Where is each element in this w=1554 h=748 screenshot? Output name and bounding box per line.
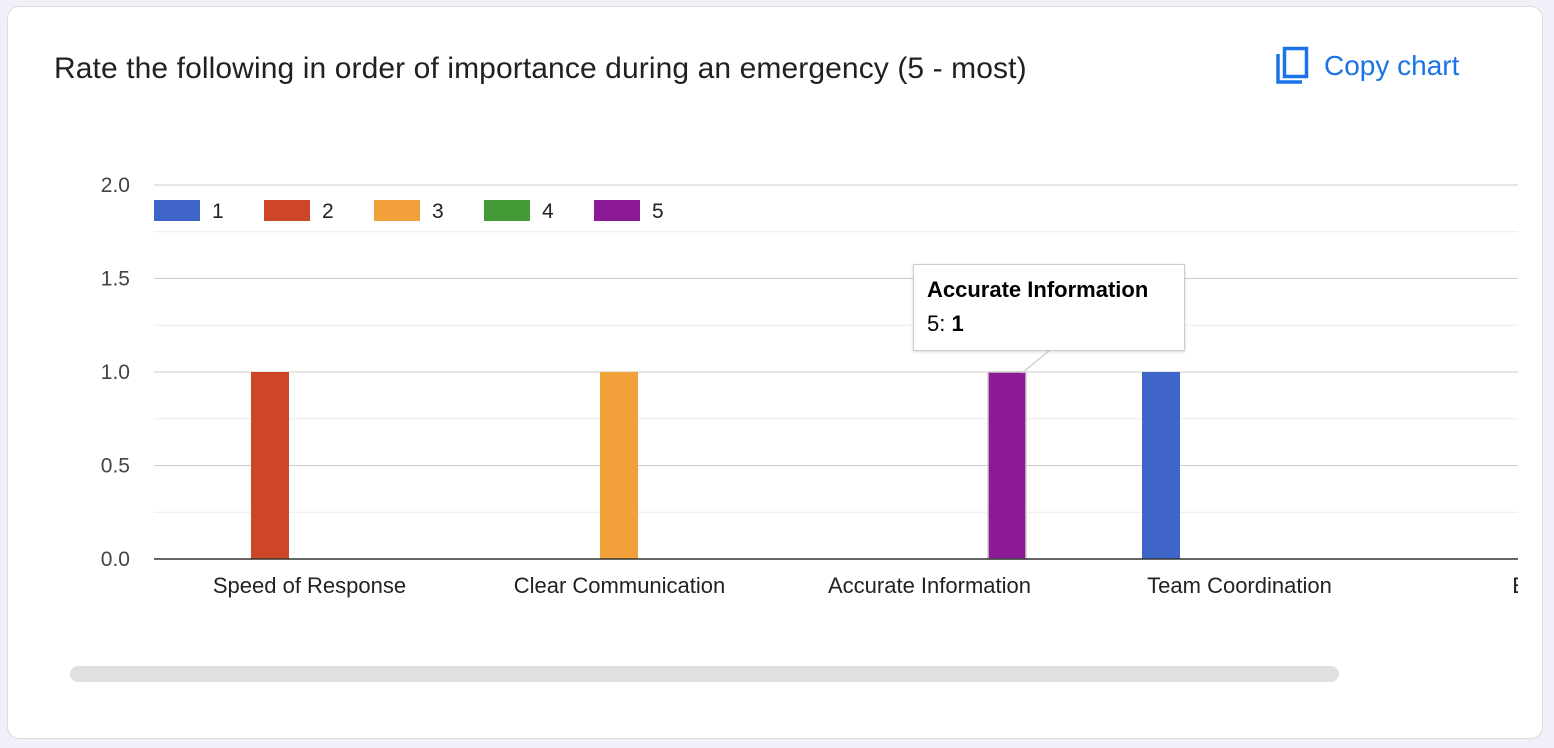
bar [987,371,1027,560]
x-tick-label: Team Coordination [1147,573,1332,598]
y-tick-label: 0.5 [101,455,130,478]
copy-chart-button[interactable]: Copy chart [1274,44,1459,88]
chart-tooltip: Accurate Information 5: 1 [913,264,1185,351]
x-tick-label: Accurate Information [828,573,1031,598]
y-tick-label: 2.0 [101,174,130,197]
legend-label: 3 [432,200,444,223]
y-tick-label: 0.0 [101,548,130,571]
legend-swatch [594,200,640,221]
x-tick-label: Equipm [1512,573,1554,598]
x-tick-label: Clear Communication [514,573,726,598]
x-tick-label: Speed of Response [213,573,406,598]
bar [600,372,638,559]
tooltip-value: 1 [951,311,964,336]
legend-label: 1 [212,200,224,223]
copy-chart-label: Copy chart [1324,50,1460,81]
y-tick-label: 1.0 [101,361,130,384]
tooltip-pointer [1021,349,1078,374]
horizontal-scrollbar[interactable] [70,666,1339,682]
legend-swatch [264,200,310,221]
legend-label: 4 [542,200,554,223]
legend-label: 2 [322,200,334,223]
copy-icon [1274,46,1310,86]
legend-swatch [484,200,530,221]
tooltip-series-label: 5: [927,311,952,336]
legend-swatch [374,200,420,221]
y-tick-label: 1.5 [101,268,130,291]
legend-label: 5 [652,200,664,223]
chart-title: Rate the following in order of importanc… [54,52,1027,85]
bar [251,372,289,559]
tooltip-title: Accurate Information [927,277,1149,302]
bar [1142,372,1180,559]
legend-swatch [154,200,200,221]
